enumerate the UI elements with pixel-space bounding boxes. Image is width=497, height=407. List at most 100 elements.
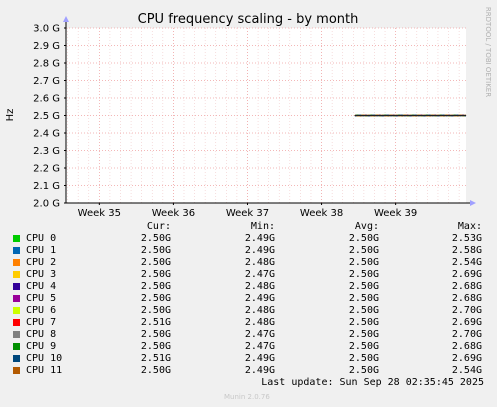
legend-max: 2.69G [451, 317, 482, 328]
legend-row: CPU 6 2.50G 2.48G 2.50G 2.70G [0, 305, 497, 317]
legend-cur: 2.50G [140, 329, 171, 340]
legend-max: 2.68G [451, 341, 482, 352]
y-tick-label: 2.6 G [33, 94, 60, 105]
legend-label: CPU 0 [26, 233, 57, 244]
munin-version: Munin 2.0.76 [224, 393, 270, 401]
legend-cur: 2.50G [140, 305, 171, 316]
legend-min: 2.47G [244, 269, 275, 280]
legend-cur: 2.50G [140, 245, 171, 256]
y-tick-label: 2.1 G [33, 181, 60, 192]
legend-max: 2.70G [451, 329, 482, 340]
legend-label: CPU 9 [26, 341, 57, 352]
legend-label: CPU 11 [26, 365, 63, 376]
legend-max: 2.53G [451, 233, 482, 244]
legend-avg: 2.50G [348, 329, 379, 340]
legend-min: 2.49G [244, 353, 275, 364]
legend-max: 2.69G [451, 269, 482, 280]
legend-swatch [13, 331, 20, 338]
legend-max: 2.54G [451, 365, 482, 376]
x-tick-label: Week 37 [226, 208, 269, 219]
legend-min: 2.47G [244, 341, 275, 352]
legend-label: CPU 8 [26, 329, 57, 340]
legend-cur: 2.50G [140, 365, 171, 376]
y-tick-label: 2.3 G [33, 146, 60, 157]
legend-row: CPU 1 2.50G 2.49G 2.50G 2.58G [0, 245, 497, 257]
legend-label: CPU 5 [26, 293, 57, 304]
legend-label: CPU 3 [26, 269, 57, 280]
x-tick-label: Week 36 [152, 208, 195, 219]
legend-swatch [13, 367, 20, 374]
legend-row: CPU 4 2.50G 2.48G 2.50G 2.68G [0, 281, 497, 293]
legend-header-cur: Cur: [146, 221, 171, 232]
chart-title: CPU frequency scaling - by month [138, 12, 359, 27]
legend-row: CPU 10 2.51G 2.49G 2.50G 2.69G [0, 353, 497, 365]
legend-header: Cur: Min: Avg: Max: [0, 221, 497, 233]
legend-row: CPU 0 2.50G 2.49G 2.50G 2.53G [0, 233, 497, 245]
legend-avg: 2.50G [348, 269, 379, 280]
legend-max: 2.69G [451, 353, 482, 364]
legend-avg: 2.50G [348, 293, 379, 304]
x-tick-label: Week 35 [78, 208, 121, 219]
y-tick-label: 2.2 G [33, 164, 60, 175]
legend-label: CPU 1 [26, 245, 57, 256]
legend-avg: 2.50G [348, 317, 379, 328]
legend-avg: 2.50G [348, 341, 379, 352]
legend-avg: 2.50G [348, 365, 379, 376]
legend-cur: 2.50G [140, 341, 171, 352]
series-lines [354, 114, 467, 117]
legend-swatch [13, 259, 20, 266]
y-tick-label: 2.5 G [33, 111, 60, 122]
legend-cur: 2.50G [140, 281, 171, 292]
legend-avg: 2.50G [348, 353, 379, 364]
legend-avg: 2.50G [348, 305, 379, 316]
legend-max: 2.68G [451, 293, 482, 304]
legend-label: CPU 4 [26, 281, 57, 292]
legend-avg: 2.50G [348, 257, 379, 268]
legend-label: CPU 2 [26, 257, 57, 268]
legend-avg: 2.50G [348, 233, 379, 244]
y-tick-label: 3.0 G [33, 24, 60, 35]
legend-swatch [13, 283, 20, 290]
y-tick-label: 2.0 G [33, 199, 60, 210]
legend-row: CPU 2 2.50G 2.48G 2.50G 2.54G [0, 257, 497, 269]
legend-row: CPU 3 2.50G 2.47G 2.50G 2.69G [0, 269, 497, 281]
legend-avg: 2.50G [348, 281, 379, 292]
legend-min: 2.49G [244, 293, 275, 304]
x-axis-arrow [470, 200, 476, 206]
y-tick-label: 2.8 G [33, 59, 60, 70]
legend-min: 2.49G [244, 365, 275, 376]
legend-row: CPU 11 2.50G 2.49G 2.50G 2.54G [0, 365, 497, 377]
legend-cur: 2.50G [140, 257, 171, 268]
legend-cur: 2.50G [140, 233, 171, 244]
legend-header-max: Max: [457, 221, 482, 232]
legend-row: CPU 5 2.50G 2.49G 2.50G 2.68G [0, 293, 497, 305]
tick-labels: 2.0 G 2.1 G 2.2 G 2.3 G 2.4 G 2.5 G 2.6 G 2.7 G… [33, 24, 417, 220]
x-tick-label: Week 38 [300, 208, 343, 219]
last-update: Last update: Sun Sep 28 02:35:45 2025 [261, 377, 484, 388]
y-tick-label: 2.9 G [33, 41, 60, 52]
legend-row: CPU 9 2.50G 2.47G 2.50G 2.68G [0, 341, 497, 353]
legend-label: CPU 7 [26, 317, 57, 328]
legend-cur: 2.50G [140, 293, 171, 304]
axes [63, 16, 476, 206]
y-tick-label: 2.4 G [33, 129, 60, 140]
legend-cur: 2.51G [140, 353, 171, 364]
x-tick-label: Week 39 [374, 208, 417, 219]
legend-cur: 2.50G [140, 269, 171, 280]
legend-min: 2.49G [244, 233, 275, 244]
legend-min: 2.49G [244, 245, 275, 256]
legend-swatch [13, 271, 20, 278]
y-axis-label: Hz [5, 109, 16, 122]
legend-swatch [13, 355, 20, 362]
legend-min: 2.48G [244, 257, 275, 268]
legend-min: 2.47G [244, 329, 275, 340]
y-tick-label: 2.7 G [33, 76, 60, 87]
legend-min: 2.48G [244, 317, 275, 328]
legend-swatch [13, 343, 20, 350]
legend-cur: 2.51G [140, 317, 171, 328]
legend-max: 2.54G [451, 257, 482, 268]
legend-min: 2.48G [244, 305, 275, 316]
legend-min: 2.48G [244, 281, 275, 292]
legend-header-min: Min: [250, 221, 275, 232]
